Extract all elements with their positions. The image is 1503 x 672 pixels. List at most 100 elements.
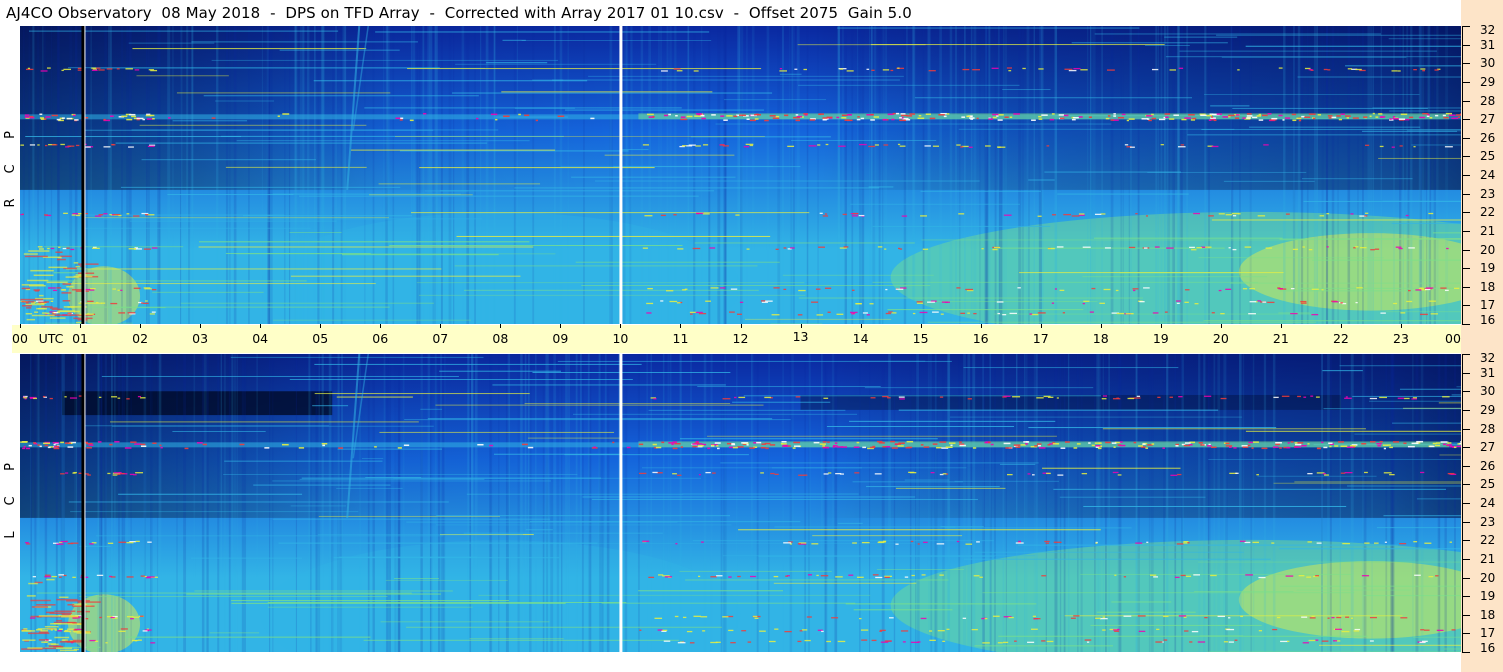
interference-speckle — [65, 640, 77, 643]
interference-speckle — [1133, 397, 1141, 399]
band-27mhz-speckle — [1112, 119, 1119, 121]
vertical-streak — [1181, 354, 1183, 652]
vertical-streak — [1157, 26, 1159, 324]
band-27mhz-speckle — [1258, 119, 1264, 121]
interference-speckle — [1353, 630, 1360, 632]
vertical-streak — [1094, 354, 1096, 652]
band-27mhz-speckle — [822, 117, 828, 119]
interference-speckle — [942, 473, 947, 475]
frequency-tick-mark — [1462, 193, 1470, 195]
band-27mhz-speckle — [1363, 116, 1368, 118]
vertical-streak — [331, 354, 334, 652]
interference-line — [1211, 219, 1461, 221]
interference-line — [435, 524, 732, 526]
interference-speckle — [1369, 640, 1374, 642]
frequency-tick-mark — [1462, 249, 1470, 251]
interference-line — [887, 309, 1084, 311]
vertical-streak — [851, 26, 854, 324]
band-27mhz-speckle — [1267, 113, 1272, 115]
band-27mhz-speckle — [1455, 114, 1461, 116]
interference-speckle — [1053, 541, 1062, 543]
vertical-streak — [372, 354, 375, 652]
interference-line — [958, 128, 1235, 130]
interference-speckle — [143, 287, 151, 289]
interference-speckle — [1156, 628, 1160, 631]
vertical-streak — [580, 354, 582, 652]
interference-speckle — [639, 472, 647, 475]
band-27mhz-speckle — [1286, 446, 1291, 449]
band-27mhz-speckle — [992, 113, 999, 116]
vertical-streak — [624, 26, 627, 324]
interference-speckle — [1391, 146, 1395, 148]
band-27mhz-speckle — [1393, 441, 1399, 443]
band-27mhz-speckle — [1164, 113, 1171, 115]
interference-speckle — [1218, 213, 1225, 215]
interference-line — [452, 92, 773, 94]
utc-tick-mark — [980, 324, 982, 328]
band-27mhz-speckle — [403, 444, 410, 447]
vertical-streak — [989, 354, 992, 652]
interference-speckle — [866, 314, 870, 316]
vertical-streak — [1321, 26, 1324, 324]
band-27mhz-speckle — [1234, 117, 1240, 119]
interference-speckle — [976, 541, 980, 543]
interference-speckle — [111, 143, 115, 146]
band-27mhz-speckle — [1228, 114, 1235, 117]
vertical-streak — [97, 354, 100, 652]
band-27mhz-speckle — [1003, 442, 1011, 445]
vertical-streak — [972, 354, 976, 652]
frequency-tick-mark — [1462, 286, 1470, 288]
interference-speckle — [84, 146, 91, 148]
vertical-streak — [1015, 354, 1018, 652]
vertical-streak — [903, 26, 907, 324]
band-27mhz-speckle — [1199, 113, 1206, 116]
vertical-streak — [236, 354, 238, 652]
interference-speckle — [1032, 615, 1036, 617]
vertical-streak — [989, 354, 992, 652]
interference-speckle — [1160, 144, 1164, 146]
interference-speckle — [786, 575, 790, 577]
vertical-streak — [434, 354, 437, 652]
band-27mhz-speckle — [1059, 117, 1065, 120]
band-27mhz-speckle — [55, 445, 59, 448]
interference-speckle — [1440, 287, 1447, 289]
vertical-streak — [1321, 354, 1323, 652]
vertical-streak — [1436, 26, 1439, 324]
vertical-streak — [183, 354, 187, 652]
interference-line — [572, 413, 858, 415]
interference-speckle — [72, 617, 80, 619]
interference-speckle — [1351, 68, 1358, 70]
interference-speckle — [1018, 540, 1022, 543]
vertical-streak — [75, 354, 78, 652]
interference-speckle — [61, 639, 68, 641]
interference-line — [427, 418, 773, 420]
interference-speckle — [1310, 395, 1314, 397]
band-27mhz-speckle — [1329, 443, 1334, 445]
interference-speckle — [1078, 213, 1085, 215]
vertical-streak — [917, 354, 920, 652]
band-27mhz-speckle — [1271, 117, 1278, 120]
interference-line — [253, 484, 391, 486]
band-27mhz-speckle — [1270, 119, 1277, 121]
time-marker-line — [81, 26, 85, 324]
interference-speckle — [826, 640, 832, 643]
interference-speckle — [1355, 301, 1358, 304]
interference-speckle — [981, 617, 985, 620]
vertical-streak — [1018, 26, 1021, 324]
interference-speckle — [66, 247, 70, 249]
interference-speckle — [1102, 629, 1106, 631]
vertical-streak — [315, 354, 318, 652]
frequency-tick-mark — [1462, 633, 1470, 635]
interference-line — [914, 97, 1193, 99]
band-27mhz-speckle — [1379, 116, 1384, 118]
vertical-streak — [878, 26, 881, 324]
interference-speckle — [1231, 213, 1239, 215]
interference-speckle — [1081, 472, 1088, 475]
interference-line — [812, 535, 963, 537]
vertical-streak — [817, 26, 819, 324]
time-marker-line — [619, 354, 623, 652]
interference-line — [407, 68, 762, 70]
interference-speckle — [134, 69, 140, 71]
band-27mhz-speckle — [1076, 443, 1081, 445]
interference-speckle — [1152, 312, 1159, 314]
